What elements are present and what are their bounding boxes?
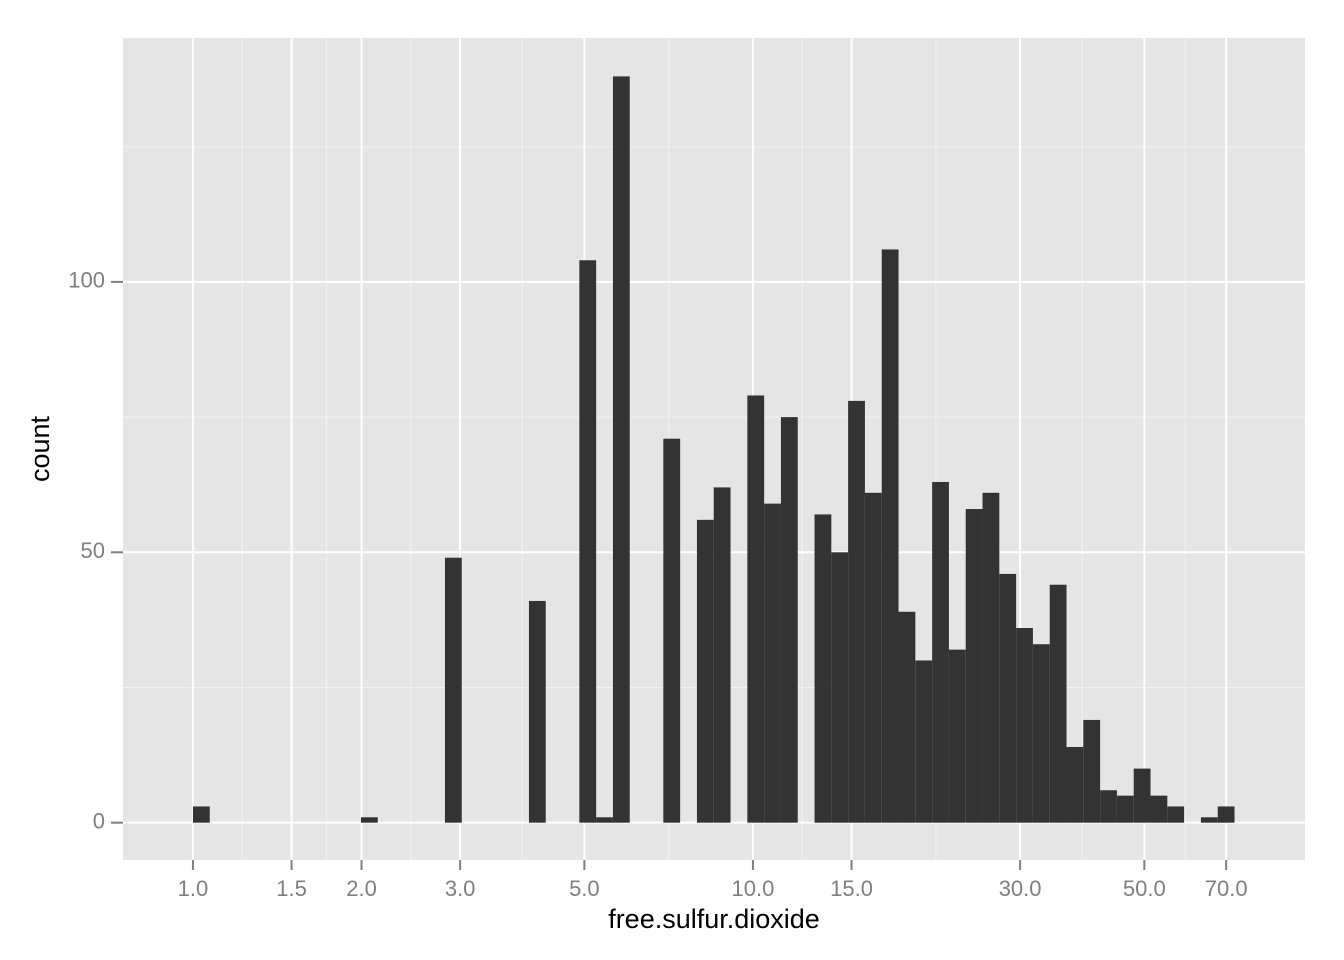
y-tick-label: 50 bbox=[81, 538, 105, 563]
bar bbox=[444, 557, 462, 823]
y-tick-label: 0 bbox=[93, 808, 105, 833]
x-tick-label: 1.5 bbox=[276, 876, 307, 901]
bar bbox=[579, 260, 597, 823]
x-tick-label: 30.0 bbox=[999, 876, 1042, 901]
bar bbox=[999, 573, 1017, 823]
bar bbox=[881, 249, 899, 823]
bar bbox=[360, 817, 378, 823]
bar bbox=[192, 806, 210, 823]
x-tick-label: 1.0 bbox=[178, 876, 209, 901]
bar bbox=[1083, 719, 1101, 823]
bar bbox=[612, 76, 630, 823]
x-axis-title: free.sulfur.dioxide bbox=[608, 904, 820, 934]
y-tick-label: 100 bbox=[68, 268, 105, 293]
bar bbox=[965, 509, 983, 823]
bar bbox=[1100, 790, 1117, 823]
y-axis-title: count bbox=[25, 415, 55, 482]
bar bbox=[1167, 806, 1185, 823]
bar bbox=[932, 481, 949, 823]
bar bbox=[528, 600, 546, 823]
bar bbox=[1066, 746, 1084, 823]
bar bbox=[764, 503, 781, 823]
bar bbox=[696, 519, 714, 823]
x-tick-label: 70.0 bbox=[1205, 876, 1248, 901]
bar bbox=[1016, 628, 1033, 823]
x-tick-label: 5.0 bbox=[569, 876, 600, 901]
bar bbox=[596, 817, 613, 823]
bar bbox=[814, 514, 832, 823]
bar bbox=[864, 492, 882, 823]
bar bbox=[915, 660, 933, 823]
bar bbox=[1150, 795, 1168, 823]
bar bbox=[948, 649, 966, 823]
bar bbox=[848, 400, 865, 823]
x-tick-label: 50.0 bbox=[1123, 876, 1166, 901]
x-tick-label: 10.0 bbox=[732, 876, 775, 901]
x-tick-label: 15.0 bbox=[830, 876, 873, 901]
x-tick-label: 2.0 bbox=[346, 876, 377, 901]
x-tick-label: 3.0 bbox=[445, 876, 476, 901]
bar bbox=[898, 611, 916, 823]
bar bbox=[1133, 768, 1151, 823]
bar bbox=[1200, 817, 1218, 823]
bar bbox=[663, 438, 681, 823]
bar bbox=[1217, 806, 1235, 823]
bar bbox=[780, 417, 798, 823]
bar bbox=[713, 487, 731, 823]
bar bbox=[831, 552, 849, 823]
bar bbox=[982, 492, 1000, 823]
bar bbox=[1116, 795, 1134, 823]
bar bbox=[1032, 644, 1050, 823]
bar bbox=[747, 395, 765, 823]
bar bbox=[1049, 584, 1067, 823]
